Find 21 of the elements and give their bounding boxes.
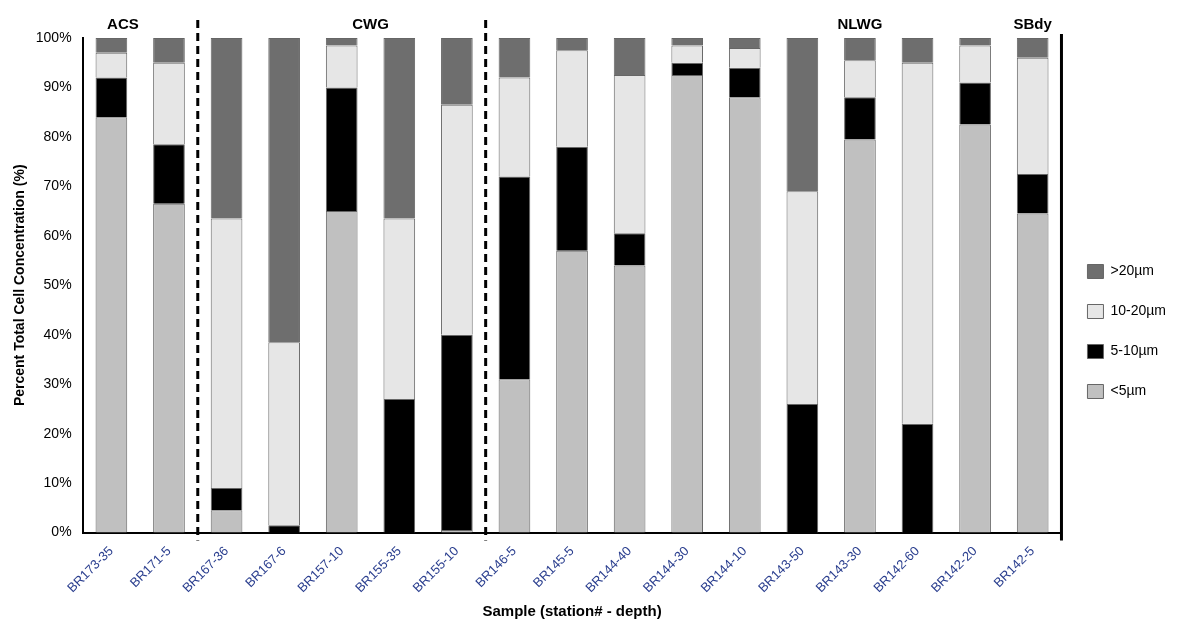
x-axis-title: Sample (station# - depth) — [482, 602, 662, 620]
y-tick-label: 40% — [43, 325, 72, 342]
y-tick-label: 90% — [43, 78, 72, 95]
y-tick-label: 100% — [35, 28, 72, 45]
text: SBdy — [1013, 14, 1053, 32]
y-tick-label: 10% — [43, 473, 72, 490]
legend-label: 5-10µm — [1110, 342, 1159, 359]
y-tick-label: 60% — [43, 226, 72, 243]
legend-label: 10-20µm — [1110, 302, 1167, 319]
legend-label: <5µm — [1110, 382, 1147, 399]
y-axis-title: Percent Total Cell Concentration (%) — [11, 164, 28, 407]
y-tick-label: 0% — [51, 523, 72, 540]
text: CWG — [352, 14, 389, 32]
text: ACS — [107, 14, 139, 32]
y-tick-label: 80% — [43, 127, 72, 144]
legend-label: >20µm — [1110, 262, 1154, 279]
y-tick-label: 30% — [43, 375, 72, 392]
y-tick-label: 50% — [43, 276, 72, 293]
y-tick-label: 20% — [43, 424, 72, 441]
text: NLWG — [837, 14, 883, 32]
y-tick-label: 70% — [43, 177, 72, 194]
